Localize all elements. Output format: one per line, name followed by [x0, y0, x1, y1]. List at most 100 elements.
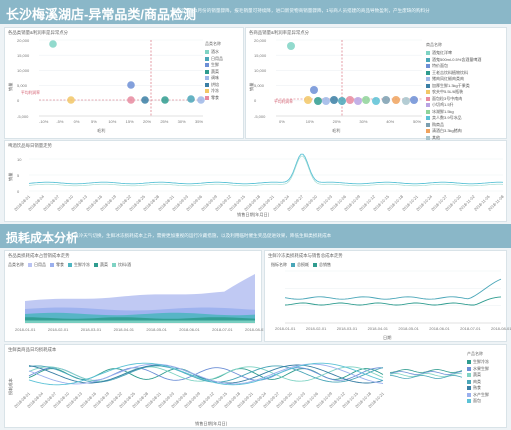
x-tick-label: 2018-08-01: [491, 326, 511, 331]
legend-item[interactable]: 小切鸡1.5升: [426, 102, 481, 109]
series-line: [389, 371, 463, 375]
legend-label: 零食: [56, 262, 64, 267]
legend-swatch: [467, 379, 471, 384]
legend-label: 水果生鲜: [473, 365, 489, 371]
x-tick-label: 2018-06-01: [179, 327, 200, 332]
legend-swatch: [50, 263, 54, 267]
legend-item[interactable]: 王老吉饮料植物饮料: [426, 70, 481, 77]
legend-swatch: [291, 263, 295, 267]
legend-item[interactable]: 猪肉凤红椒肉类肉: [426, 76, 481, 83]
legend-label: 烘焙: [211, 81, 219, 87]
legend-item[interactable]: 熟食: [467, 385, 489, 392]
x-tick-label: 2018-04-01: [113, 327, 135, 332]
legend-item[interactable]: 生鲜: [205, 62, 223, 69]
legend-item[interactable]: 加厚生鲜1.3kg干果类: [426, 83, 481, 90]
legend-label: 面包粒3号中南肉: [432, 95, 463, 101]
legend-swatch: [426, 122, 430, 127]
category-scatter-plot: [39, 39, 205, 117]
legend-title: 品类名称: [205, 41, 221, 46]
x-tick-label: 5%: [91, 119, 97, 124]
legend-swatch: [426, 109, 430, 114]
x-tick-label: 2018-01-01: [275, 326, 296, 331]
legend-item[interactable]: 其他: [426, 135, 481, 142]
series-line: [389, 369, 463, 373]
avg-margin-label: 平均利润率: [274, 100, 293, 104]
legend-item[interactable]: 水产生鲜: [467, 392, 489, 399]
legend-swatch: [68, 263, 72, 267]
product-scatter-panel: 各商品销量&利润率是异常点分 销量 毛利 平均利润率 商品名称 酒鬼红洋啤 酒鬼5…: [245, 27, 507, 141]
x-tick-label: 2018-05-01: [146, 327, 167, 332]
legend-label: 生鲜冷冻: [473, 359, 489, 365]
legend-item[interactable]: 农夫中5.5L/6瓶装: [426, 89, 481, 96]
legend-item[interactable]: 零食: [205, 95, 223, 102]
legend-item[interactable]: 生鲜冷冻: [467, 359, 489, 366]
legend-swatch: [94, 263, 98, 267]
y-tick-label: 0: [254, 98, 257, 104]
legend-label: 卖人数3.9号冰品: [432, 115, 462, 121]
legend-swatch: [205, 50, 209, 55]
banner-description: 嘴壳饮品业1月份的销量骤降，报毛销量可持续降，进口新货物商销量骤降，1号商人员搭…: [172, 8, 430, 13]
series-line: [389, 375, 463, 379]
legend-label: 总销售: [319, 262, 331, 267]
legend-item[interactable]: 日用品: [28, 262, 46, 268]
legend-swatch: [426, 96, 430, 101]
x-tick-label: 10%: [305, 119, 314, 124]
x-tick-label: -5%: [56, 119, 64, 124]
series-line: [389, 373, 463, 377]
data-point: [338, 97, 346, 105]
legend-swatch: [467, 392, 471, 397]
legend-item[interactable]: 调味: [205, 75, 223, 82]
legend-item[interactable]: 饮料/酒: [112, 262, 131, 268]
legend-item[interactable]: 卖人数3.9号冰品: [426, 115, 481, 122]
legend-item[interactable]: 酒水: [205, 49, 223, 56]
legend-item[interactable]: 总损耗: [291, 262, 309, 268]
legend-item[interactable]: 蔬菜: [94, 262, 108, 268]
x-axis-title: 销售日期(年月日): [237, 212, 270, 217]
legend-label: 农夫中5.5L/6瓶装: [432, 89, 464, 95]
legend-item[interactable]: 烘焙: [205, 82, 223, 89]
legend-swatch: [205, 56, 209, 61]
data-point: [346, 96, 354, 104]
legend-label: 冷冻: [211, 88, 219, 94]
legend-item[interactable]: 总销售: [313, 262, 331, 268]
product-scatter-plot: [276, 39, 422, 117]
legend-item[interactable]: 酒鬼红洋啤: [426, 50, 481, 57]
legend-item[interactable]: 肉类: [467, 379, 489, 386]
legend-item[interactable]: 冰湖鲜1.5kg: [426, 109, 481, 116]
area-legend: 品类名称 日用品 零食 生鲜冷冻 蔬菜 饮料/酒: [8, 262, 135, 268]
legend-item[interactable]: 清酒白3.3kg猪肉: [426, 128, 481, 135]
legend-item[interactable]: 冷冻: [205, 88, 223, 95]
legend-item[interactable]: 零食: [50, 262, 64, 268]
legend-label: 王老吉饮料植物饮料: [432, 69, 468, 75]
legend-item[interactable]: 日用品: [205, 56, 223, 63]
legend-swatch: [313, 263, 317, 267]
legend-swatch: [426, 51, 430, 56]
x-tick-label: 2018-01-01: [15, 327, 36, 332]
legend-item[interactable]: 特价面包: [426, 63, 481, 70]
y-tick-label: 5,000: [17, 83, 28, 89]
legend-item[interactable]: 面包: [467, 398, 489, 405]
legend-item[interactable]: 酒鬼500ml-0.5%含酒量啤酒: [426, 57, 481, 64]
legend-item[interactable]: 购商品: [426, 122, 481, 129]
x-tick-label: 30%: [177, 119, 186, 124]
data-point: [402, 97, 410, 105]
legend-label: 熟食: [473, 385, 481, 391]
data-point: [410, 96, 418, 104]
x-tick-label: 2018-06-01: [429, 326, 450, 331]
legend-item[interactable]: 蔬菜: [467, 372, 489, 379]
series-line: [28, 362, 384, 386]
x-tick-label: 2018-03-01: [336, 326, 358, 331]
product-legend: 商品名称 酒鬼红洋啤 酒鬼500ml-0.5%含酒量啤酒 特价面包 王老吉饮料植物饮料…: [426, 42, 481, 141]
legend-item[interactable]: 水果生鲜: [467, 366, 489, 373]
y-tick-label: 20,000: [254, 37, 267, 43]
data-point: [67, 96, 75, 104]
legend-item[interactable]: 生鲜冷冻: [68, 262, 90, 268]
legend-item[interactable]: 蔬菜: [205, 69, 223, 76]
legend-label: 总损耗: [297, 262, 309, 267]
y-tick-label: 5,000: [254, 83, 265, 89]
data-point: [372, 97, 380, 105]
avg-margin-label: 平均利润率: [21, 91, 40, 95]
y-tick-label: 10,000: [254, 67, 267, 73]
legend-item[interactable]: 面包粒3号中南肉: [426, 96, 481, 103]
area-layer: [25, 320, 255, 323]
